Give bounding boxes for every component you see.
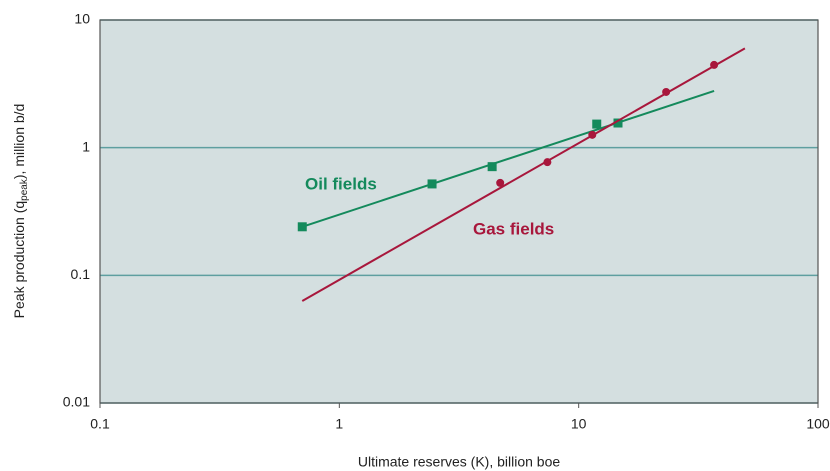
trend-line (301, 90, 715, 228)
x-tick-label: 0.1 (90, 416, 110, 432)
point (487, 162, 497, 172)
x-axis-label: Ultimate reserves (K), billion boe (358, 454, 561, 470)
point (662, 87, 671, 96)
y-label-sub: peak (19, 178, 30, 201)
point (613, 118, 623, 128)
x-tick-label: 1 (335, 416, 343, 432)
y-label-part: Peak production (q (11, 201, 27, 319)
y-tick-label: 10 (74, 11, 90, 27)
x-tick-label: 10 (571, 416, 587, 432)
x-tick-label: 100 (806, 416, 830, 432)
y-tick-label: 0.1 (71, 266, 91, 282)
y-axis-label: Peak production (qpeak), million b/d (11, 104, 30, 319)
point (427, 179, 437, 189)
series-label: Gas fields (473, 219, 554, 238)
y-tick-label: 0.01 (63, 394, 90, 410)
point (588, 130, 597, 139)
plot-border (99, 19, 819, 404)
point (592, 119, 602, 129)
point (297, 222, 307, 232)
y-tick-label: 1 (82, 138, 90, 154)
point (543, 158, 552, 167)
point (710, 60, 719, 69)
point (496, 178, 505, 187)
y-label-part: ), million b/d (11, 104, 27, 179)
trend-line (301, 47, 746, 302)
series-label: Oil fields (305, 174, 377, 193)
